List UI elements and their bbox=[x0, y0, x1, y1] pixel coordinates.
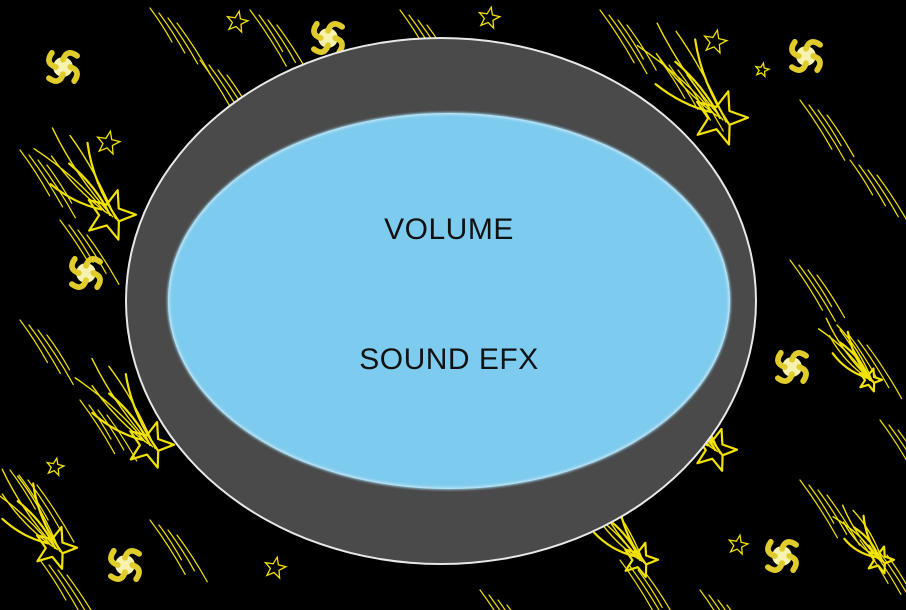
streak-decor bbox=[86, 234, 120, 285]
streak-decor bbox=[27, 479, 62, 532]
streak-decor bbox=[19, 319, 49, 364]
star-icon bbox=[477, 5, 502, 30]
star-icon bbox=[754, 61, 771, 79]
streak-decor bbox=[708, 594, 721, 610]
swirl-orb-icon bbox=[311, 21, 345, 55]
streak-decor bbox=[176, 534, 208, 583]
streak-decor bbox=[488, 594, 501, 610]
streak-decor bbox=[717, 599, 726, 610]
streak-decor bbox=[88, 404, 112, 440]
streak-decor bbox=[106, 414, 138, 462]
streak-decor bbox=[506, 604, 512, 610]
streak-decor bbox=[158, 12, 186, 54]
swirl-orb-icon bbox=[69, 256, 103, 290]
streak-decor bbox=[39, 559, 67, 601]
streak-decor bbox=[817, 489, 848, 535]
streak-decor bbox=[46, 164, 73, 204]
streak-decor bbox=[149, 519, 186, 575]
streak-decor bbox=[608, 14, 648, 75]
streak-decor bbox=[617, 19, 644, 60]
shooting-star-icon bbox=[832, 504, 896, 575]
streak-decor bbox=[826, 114, 855, 158]
streak-decor bbox=[807, 269, 833, 308]
streak-decor bbox=[18, 474, 49, 521]
streak-decor bbox=[888, 424, 906, 451]
streak-decor bbox=[677, 69, 712, 121]
swirl-orb-icon bbox=[765, 539, 799, 573]
streak-decor bbox=[36, 484, 75, 543]
shooting-star-icon bbox=[33, 127, 138, 241]
streak-decor bbox=[37, 159, 76, 219]
streak-decor bbox=[19, 149, 51, 197]
streak-decor bbox=[799, 479, 838, 539]
streak-decor bbox=[599, 9, 635, 64]
streak-decor bbox=[646, 574, 671, 610]
streak-decor bbox=[97, 409, 125, 451]
shooting-star-icon bbox=[74, 357, 176, 469]
streak-decor bbox=[199, 59, 230, 106]
streak-decor bbox=[867, 169, 899, 218]
streak-decor bbox=[479, 589, 495, 610]
streak-decor bbox=[699, 589, 715, 610]
streak-decor bbox=[167, 529, 195, 572]
star-icon bbox=[45, 456, 66, 477]
swirl-orb-icon bbox=[775, 350, 809, 384]
streak-decor bbox=[249, 9, 287, 67]
streak-decor bbox=[628, 564, 660, 610]
streak-decor bbox=[808, 484, 835, 524]
volume-option[interactable]: VOLUME bbox=[384, 213, 514, 246]
streak-decor bbox=[66, 574, 92, 610]
streak-decor bbox=[816, 274, 846, 319]
star-icon bbox=[263, 555, 288, 580]
streak-decor bbox=[167, 17, 199, 65]
streak-decor bbox=[877, 549, 906, 593]
star-icon bbox=[703, 28, 729, 55]
streak-decor bbox=[726, 604, 732, 610]
shooting-star-icon bbox=[636, 22, 750, 146]
swirl-orb-icon bbox=[108, 548, 142, 582]
sound-efx-option[interactable]: SOUND EFX bbox=[359, 343, 539, 376]
streak-decor bbox=[626, 24, 657, 71]
streak-decor bbox=[857, 339, 890, 389]
streak-decor bbox=[866, 344, 903, 400]
streak-decor bbox=[79, 399, 116, 455]
streak-decor bbox=[9, 469, 36, 510]
star-icon bbox=[96, 129, 122, 156]
streak-decor bbox=[46, 334, 71, 371]
streak-decor bbox=[876, 174, 906, 220]
streak-decor bbox=[849, 159, 874, 196]
streak-decor bbox=[799, 99, 833, 150]
streak-decor bbox=[149, 7, 173, 43]
streak-decor bbox=[808, 104, 846, 161]
shooting-star-icon bbox=[817, 317, 884, 393]
streak-decor bbox=[48, 564, 79, 610]
streak-decor bbox=[267, 19, 297, 64]
streak-decor bbox=[158, 524, 183, 561]
streak-decor bbox=[57, 569, 86, 610]
streak-decor bbox=[37, 329, 74, 385]
settings-panel bbox=[168, 113, 730, 489]
swirl-orb-icon bbox=[46, 50, 80, 84]
streak-decor bbox=[789, 259, 824, 311]
streak-decor bbox=[817, 109, 842, 147]
streak-decor bbox=[77, 229, 107, 274]
streak-decor bbox=[258, 14, 284, 53]
swirl-orb-icon bbox=[789, 39, 823, 73]
streak-decor bbox=[897, 429, 906, 443]
streak-decor bbox=[28, 154, 64, 208]
star-icon bbox=[225, 9, 250, 34]
streak-decor bbox=[28, 324, 61, 375]
streak-decor bbox=[879, 419, 906, 461]
shooting-star-icon bbox=[0, 468, 79, 570]
streak-decor bbox=[637, 569, 663, 608]
streak-decor bbox=[497, 599, 506, 610]
streak-decor bbox=[619, 559, 654, 610]
star-icon bbox=[727, 533, 750, 556]
streak-decor bbox=[858, 164, 886, 207]
streak-decor bbox=[798, 264, 836, 322]
